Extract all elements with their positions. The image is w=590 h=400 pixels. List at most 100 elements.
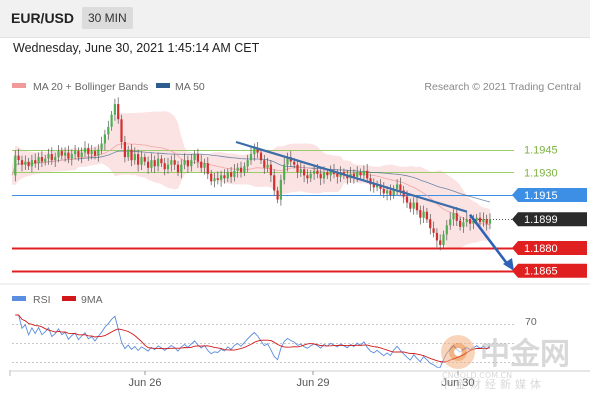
candle-body xyxy=(243,166,246,173)
candle-body xyxy=(74,151,77,155)
candle-body xyxy=(160,158,163,164)
candle-body xyxy=(133,154,136,161)
candle-body xyxy=(249,154,253,161)
candle-body xyxy=(183,160,186,165)
candle-body xyxy=(24,161,27,165)
candle-body xyxy=(203,163,206,168)
candle-body xyxy=(147,161,150,168)
candle-body xyxy=(213,178,216,182)
candle-body xyxy=(299,169,302,173)
candle-body xyxy=(469,219,472,224)
candle-body xyxy=(176,164,180,173)
candle-body xyxy=(193,154,196,161)
candle-body xyxy=(455,213,458,221)
candle-body xyxy=(93,151,97,156)
candle-body xyxy=(445,225,448,235)
candle-body xyxy=(386,190,389,194)
candle-body xyxy=(435,232,438,241)
candle-body xyxy=(173,160,176,165)
candle-body xyxy=(47,154,50,159)
ma50-legend-swatch xyxy=(156,83,170,88)
candle-body xyxy=(253,148,256,155)
candle-body xyxy=(50,154,53,161)
ma20-legend-label: MA 20 + Bollinger Bands xyxy=(33,81,148,93)
candle-body xyxy=(107,126,110,135)
candle-body xyxy=(180,164,183,173)
candle-body xyxy=(57,151,60,158)
candle-body xyxy=(425,211,428,220)
candle-body xyxy=(196,154,199,162)
candle-body xyxy=(322,172,326,179)
candle-body xyxy=(140,157,143,165)
candle-body xyxy=(283,164,286,180)
candle-body xyxy=(220,175,223,180)
instrument-label: EUR/USD xyxy=(11,10,75,26)
candle-body xyxy=(482,219,485,223)
candle-body xyxy=(346,175,349,179)
forecast-arrow-shaft xyxy=(468,213,511,267)
candle-body xyxy=(60,151,63,156)
candle-body xyxy=(166,164,170,170)
rsi-legend-swatch xyxy=(12,296,26,301)
candle-body xyxy=(276,190,279,200)
level-tag-text: 1.1899 xyxy=(524,214,558,226)
candle-body xyxy=(143,157,146,162)
candle-body xyxy=(405,196,409,203)
bollinger-band xyxy=(12,111,490,249)
candle-body xyxy=(306,175,309,179)
candle-body xyxy=(263,160,266,168)
level-label-1-1930: 1.1930 xyxy=(524,167,558,179)
ma50-legend-label: MA 50 xyxy=(175,81,205,93)
candle-body xyxy=(233,170,236,177)
candle-body xyxy=(120,119,123,142)
candle-body xyxy=(87,148,90,155)
candle-body xyxy=(27,161,30,167)
candle-body xyxy=(157,158,160,167)
candle-body xyxy=(90,151,93,155)
watermark-tagline: 中金财经新媒体 xyxy=(440,377,545,391)
candle-body xyxy=(356,172,359,177)
candle-body xyxy=(429,219,432,229)
candle-body xyxy=(130,149,133,161)
candle-body xyxy=(37,157,40,164)
candle-body xyxy=(54,157,57,161)
candle-body xyxy=(475,217,478,221)
candle-body xyxy=(478,217,482,223)
candle-body xyxy=(223,175,226,179)
candle-body xyxy=(329,170,332,176)
candle-body xyxy=(40,157,43,162)
candle-body xyxy=(452,213,455,220)
candle-body xyxy=(422,211,425,218)
rsi-line xyxy=(15,314,491,368)
rsi-ma-legend-label: 9MA xyxy=(81,294,103,306)
candle-body xyxy=(366,170,369,179)
candle-body xyxy=(186,160,189,167)
candle-body xyxy=(389,190,392,195)
candle-body xyxy=(336,173,339,177)
candle-body xyxy=(362,170,365,176)
level-tag-1-1915: 1.1915 xyxy=(512,188,587,202)
candle-body xyxy=(465,219,468,223)
candle-body xyxy=(449,219,452,226)
candle-body xyxy=(117,104,120,120)
candle-body xyxy=(150,160,153,168)
candle-body xyxy=(376,184,379,188)
rsi-legend-label: RSI xyxy=(33,294,51,306)
candle-body xyxy=(137,154,140,165)
level-tag-text: 1.1915 xyxy=(524,190,558,202)
candle-body xyxy=(286,157,289,165)
timeframe-badge[interactable]: 30 MIN xyxy=(82,7,133,29)
candle-body xyxy=(256,148,259,153)
candle-body xyxy=(123,142,126,158)
trendline xyxy=(235,140,468,213)
candle-body xyxy=(226,172,229,179)
candle-body xyxy=(97,149,100,156)
candle-body xyxy=(382,188,385,194)
candle-body xyxy=(488,219,492,224)
candle-body xyxy=(472,220,475,224)
candle-body xyxy=(269,164,272,176)
candle-body xyxy=(103,134,106,144)
level-tag-1-1899: 1.1899 xyxy=(512,212,587,227)
candle-body xyxy=(266,164,269,168)
